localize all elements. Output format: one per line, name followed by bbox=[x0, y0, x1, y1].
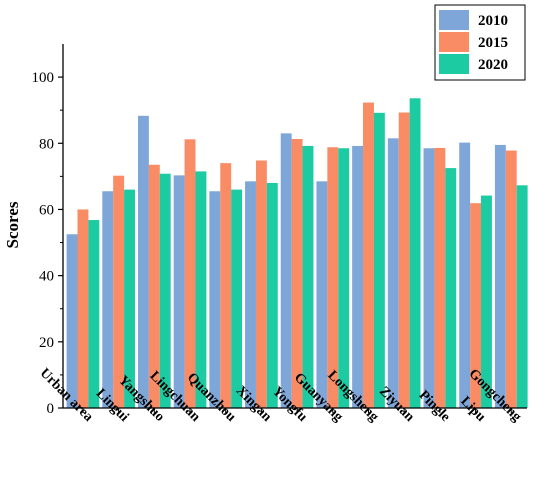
bar-2010-gongcheng bbox=[494, 144, 506, 408]
bar-2010-lingchuan bbox=[173, 175, 185, 408]
legend-swatch-2010 bbox=[439, 10, 469, 30]
legend-swatch-2015 bbox=[439, 32, 469, 52]
bar-2020-lingchuan bbox=[195, 171, 207, 408]
bar-2015-guanyang bbox=[327, 147, 339, 409]
bar-2010-ziyuan bbox=[387, 138, 399, 408]
bar-2020-gongcheng bbox=[516, 185, 528, 408]
bar-2020-yongfu bbox=[302, 145, 314, 409]
bar-2015-urban-area bbox=[77, 209, 89, 408]
y-tick-label: 20 bbox=[39, 335, 54, 351]
bar-2010-guanyang bbox=[316, 181, 328, 408]
bar-2015-pingle bbox=[434, 147, 446, 408]
bar-2010-pingle bbox=[423, 148, 435, 409]
bar-2010-longsheng bbox=[352, 145, 364, 409]
bar-2020-guanyang bbox=[338, 148, 350, 409]
bar-2010-quanzhou bbox=[209, 191, 221, 408]
y-tick-label: 0 bbox=[47, 401, 55, 417]
bar-2015-lingchuan bbox=[184, 139, 196, 409]
bar-2020-lingui bbox=[124, 189, 135, 408]
y-tick-label: 40 bbox=[39, 269, 54, 285]
y-tick-label: 100 bbox=[32, 70, 55, 86]
y-axis-title: Scores bbox=[3, 201, 22, 248]
legend: 2010 2015 2020 bbox=[434, 4, 526, 81]
bar-2010-yongfu bbox=[280, 133, 292, 408]
bar-2020-pingle bbox=[445, 168, 457, 408]
bar-2020-quanzhou bbox=[231, 189, 243, 408]
bar-2010-urban-area bbox=[66, 234, 78, 408]
y-tick-label: 60 bbox=[39, 202, 54, 218]
bar-2020-urban-area bbox=[88, 220, 100, 408]
bar-2015-yongfu bbox=[291, 138, 303, 408]
legend-swatch-2020 bbox=[439, 54, 469, 74]
bar-2015-yangshuo bbox=[148, 164, 160, 408]
bar-2010-yangshuo bbox=[137, 115, 149, 408]
bar-2010-lipu bbox=[459, 142, 471, 409]
legend-label-2015: 2015 bbox=[478, 35, 508, 51]
plot-area: Urban areaLinguiYangshuoLingchuanQuanzho… bbox=[32, 44, 528, 425]
legend-label-2020: 2020 bbox=[478, 57, 508, 73]
legend-label-2010: 2010 bbox=[478, 13, 508, 29]
bar-2010-lingui bbox=[102, 191, 114, 408]
bar-2020-yangshuo bbox=[159, 173, 171, 408]
bar-2020-longsheng bbox=[373, 112, 385, 408]
bar-2015-lipu bbox=[470, 203, 482, 408]
bar-2015-gongcheng bbox=[505, 150, 517, 409]
y-tick-label: 80 bbox=[39, 136, 54, 152]
bar-2010-xingan bbox=[245, 181, 256, 408]
bar-2020-lipu bbox=[481, 195, 492, 408]
bar-2020-ziyuan bbox=[409, 98, 421, 409]
bar-2020-xingan bbox=[266, 182, 278, 408]
bar-2015-ziyuan bbox=[398, 112, 410, 408]
bar-2015-quanzhou bbox=[220, 163, 232, 408]
bar-2015-lingui bbox=[113, 175, 125, 408]
bar-2015-longsheng bbox=[363, 102, 374, 408]
bar-2015-xingan bbox=[255, 160, 267, 408]
